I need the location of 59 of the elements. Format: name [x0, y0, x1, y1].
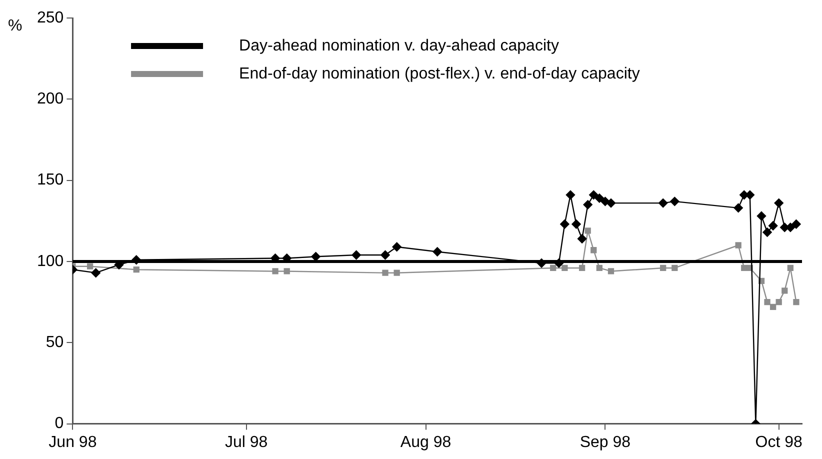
point: [584, 228, 591, 234]
point: [352, 250, 361, 260]
point: [392, 242, 402, 252]
point: [578, 264, 586, 272]
point: [91, 268, 100, 278]
point: [756, 211, 766, 221]
point: [596, 264, 602, 272]
point: [787, 264, 794, 272]
point: [380, 250, 390, 260]
point: [762, 228, 772, 237]
x-tick-label: Jul 98: [224, 434, 268, 451]
point: [735, 242, 742, 248]
point: [793, 298, 800, 306]
point: [566, 190, 576, 200]
point: [594, 194, 604, 203]
point: [734, 203, 743, 213]
point: [764, 298, 770, 306]
point: [560, 220, 570, 229]
point: [672, 264, 678, 272]
point: [658, 198, 668, 208]
y-tick-label: 50: [46, 334, 64, 352]
legend-label: End-of-day nomination (post-flex.) v. end-of-day capacity: [239, 65, 640, 82]
y-tick-label: 200: [36, 90, 64, 108]
point: [86, 263, 94, 270]
point: [133, 266, 140, 273]
point: [782, 288, 788, 294]
point: [382, 270, 388, 276]
y-axis-title: %: [8, 17, 22, 34]
x-tick-label: Sep 98: [580, 434, 631, 451]
point: [272, 268, 278, 274]
point: [590, 247, 597, 254]
point: [562, 264, 568, 272]
y-tick-label: 0: [54, 415, 64, 432]
point: [606, 198, 616, 208]
point: [670, 196, 680, 206]
point: [550, 264, 556, 272]
point: [600, 196, 610, 206]
point: [583, 200, 592, 210]
point: [741, 264, 748, 272]
point: [589, 190, 598, 200]
point: [770, 304, 776, 310]
y-tick-label: 250: [36, 9, 64, 26]
y-tick-label: 150: [36, 172, 64, 189]
point: [792, 220, 801, 229]
point: [768, 221, 778, 230]
point: [432, 247, 442, 256]
point: [394, 270, 400, 276]
point: [572, 220, 581, 229]
point: [577, 234, 587, 244]
point: [776, 298, 782, 306]
point: [284, 268, 290, 274]
point: [608, 268, 614, 274]
x-tick-label: Jun 98: [48, 434, 97, 451]
y-tick-label: 100: [36, 252, 64, 270]
x-tick-label: Aug 98: [400, 434, 452, 451]
x-tick-label: Oct 98: [755, 434, 803, 451]
point: [660, 264, 666, 272]
legend-label: Day-ahead nomination v. day-ahead capacity: [239, 37, 559, 54]
point: [774, 198, 784, 208]
